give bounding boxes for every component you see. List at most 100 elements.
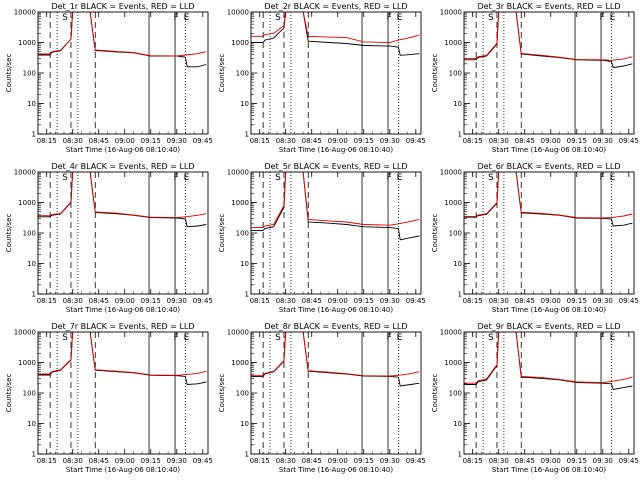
x-tick-label: 09:00: [328, 137, 348, 145]
panel-title: Det_1r BLACK = Events, RED = LLD: [51, 2, 194, 11]
y-tick-label: 100: [449, 230, 462, 238]
event-lines: [475, 332, 612, 454]
plot-frame: [37, 331, 209, 455]
x-tick-label: 08:30: [276, 137, 296, 145]
x-tick-label: 09:30: [593, 297, 613, 305]
event-marker-f: F: [599, 173, 604, 183]
x-axis-label: Start Time (16-Aug-06 08:10:40): [492, 306, 606, 314]
event-marker-s: S: [488, 13, 494, 23]
x-tick-label: 09:15: [354, 137, 374, 145]
y-tick-label: 10000: [440, 9, 462, 17]
x-tick-label: 09:30: [167, 137, 187, 145]
y-tick-label: 10: [27, 260, 36, 268]
series-group: [251, 172, 420, 241]
x-axis-label: Start Time (16-Aug-06 08:10:40): [66, 306, 180, 314]
event-marker-f: F: [386, 13, 391, 23]
y-tick-label: 10000: [227, 9, 249, 17]
x-tick-label: 09:45: [406, 457, 426, 465]
x-tick-label: 08:45: [302, 297, 322, 305]
series-line-lld: [251, 172, 420, 229]
plot-frame: [463, 171, 635, 295]
y-tick-label: 1: [245, 291, 249, 299]
x-tick-label: 08:15: [250, 297, 270, 305]
detector-panel: Det_1r BLACK = Events, RED = LLD Counts/s…: [5, 2, 213, 154]
series-line-lld: [251, 12, 420, 43]
x-tick-label: 09:30: [380, 457, 400, 465]
x-tick-label: 08:30: [489, 137, 509, 145]
y-tick-label: 10: [27, 420, 36, 428]
event-marker-e: E: [184, 13, 190, 23]
panel-title: Det_3r BLACK = Events, RED = LLD: [477, 2, 620, 11]
x-tick-label: 08:15: [250, 457, 270, 465]
x-axis-label: Start Time (16-Aug-06 08:10:40): [492, 146, 606, 154]
plot-frame: [250, 11, 422, 135]
y-tick-label: 10: [453, 100, 462, 108]
series-line-lld: [464, 12, 633, 61]
event-marker-s: S: [488, 333, 494, 343]
x-axis-label: Start Time (16-Aug-06 08:10:40): [492, 466, 606, 474]
x-tick-label: 08:45: [89, 137, 109, 145]
y-tick-label: 1: [458, 131, 462, 139]
series-line-lld: [38, 12, 207, 57]
x-tick-label: 09:15: [141, 137, 161, 145]
y-tick-label: 100: [23, 70, 36, 78]
series-line-events: [464, 172, 633, 227]
y-tick-label: 1000: [18, 199, 36, 207]
panel-title: Det_2r BLACK = Events, RED = LLD: [264, 2, 407, 11]
event-marker-f: F: [599, 333, 604, 343]
event-marker-s: S: [275, 13, 281, 23]
y-tick-label: 1: [245, 131, 249, 139]
x-tick-label: 08:30: [489, 457, 509, 465]
y-tick-label: 10000: [14, 9, 36, 17]
series-group: [464, 332, 633, 391]
plot-frame: [37, 171, 209, 295]
y-axis-label: Counts/sec: [5, 54, 13, 93]
y-tick-label: 1000: [18, 39, 36, 47]
y-tick-label: 10000: [14, 169, 36, 177]
x-tick-label: 08:45: [89, 297, 109, 305]
x-tick-label: 08:15: [250, 137, 270, 145]
x-tick-label: 09:00: [328, 457, 348, 465]
series-line-events: [38, 12, 207, 68]
y-tick-label: 10000: [14, 329, 36, 337]
x-tick-label: 09:30: [593, 457, 613, 465]
event-marker-s: S: [62, 173, 68, 183]
x-axis-label: Start Time (16-Aug-06 08:10:40): [279, 306, 393, 314]
x-tick-label: 09:15: [141, 297, 161, 305]
event-lines: [262, 12, 399, 134]
panel-title: Det_6r BLACK = Events, RED = LLD: [477, 162, 620, 171]
y-tick-label: 10000: [227, 329, 249, 337]
event-lines: [49, 332, 186, 454]
x-tick-label: 09:30: [167, 457, 187, 465]
series-group: [38, 172, 207, 228]
event-marker-f: F: [173, 13, 178, 23]
y-axis-label: Counts/sec: [431, 54, 439, 93]
series-line-events: [251, 332, 420, 387]
x-tick-label: 09:45: [619, 137, 639, 145]
plot-frame: [463, 331, 635, 455]
x-tick-label: 09:00: [115, 457, 135, 465]
series-group: [464, 12, 633, 69]
plot-frame: [250, 331, 422, 455]
series-line-lld: [251, 332, 420, 377]
x-tick-label: 09:15: [567, 457, 587, 465]
x-tick-label: 09:00: [328, 297, 348, 305]
event-marker-e: E: [610, 333, 616, 343]
y-tick-label: 10000: [440, 329, 462, 337]
series-group: [251, 12, 420, 56]
panel-title: Det_5r BLACK = Events, RED = LLD: [264, 162, 407, 171]
series-line-events: [464, 332, 633, 391]
detector-panel: Det_9r BLACK = Events, RED = LLD Counts/s…: [431, 322, 639, 474]
x-tick-label: 08:45: [89, 457, 109, 465]
x-tick-label: 09:15: [567, 297, 587, 305]
series-line-events: [38, 332, 207, 385]
x-tick-label: 08:45: [515, 297, 535, 305]
y-tick-label: 10: [240, 260, 249, 268]
y-tick-label: 1: [458, 451, 462, 459]
event-marker-f: F: [173, 333, 178, 343]
detector-panel: Det_5r BLACK = Events, RED = LLD Counts/s…: [218, 162, 426, 314]
event-marker-s: S: [62, 333, 68, 343]
x-tick-label: 09:30: [593, 137, 613, 145]
y-tick-label: 1: [32, 131, 36, 139]
